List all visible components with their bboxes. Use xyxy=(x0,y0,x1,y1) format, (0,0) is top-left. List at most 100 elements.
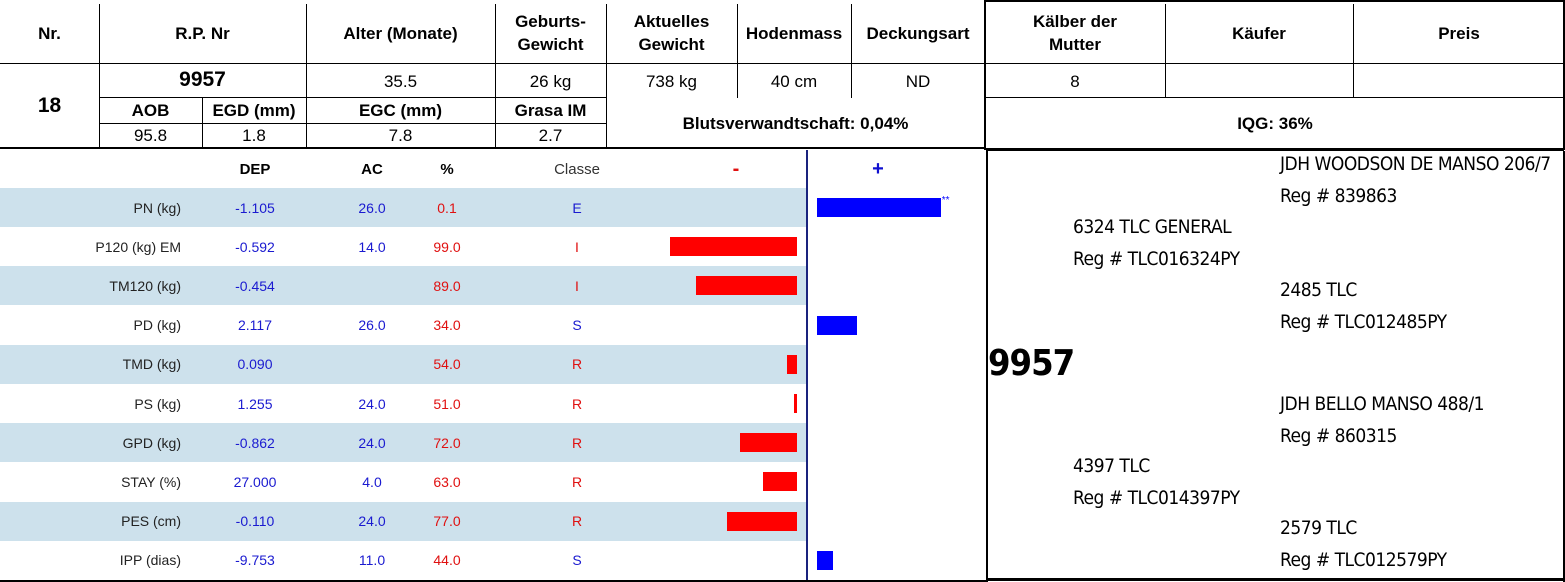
header-hodenmass: Hodenmass xyxy=(745,23,843,43)
trait-row: PD (kg) 2.117 26.0 34.0 S xyxy=(0,306,857,345)
egd-value: 1.8 xyxy=(242,126,266,145)
header-preis: Preis xyxy=(1438,23,1480,43)
header-alter: Alter (Monate) xyxy=(343,23,458,43)
iqg: IQG: 36% xyxy=(1237,114,1313,133)
trait-label: PES (cm) xyxy=(121,513,181,530)
sire-reg: Reg # TLC016324PY xyxy=(1073,248,1240,270)
animal-geburtsgewicht: 26 kg xyxy=(529,72,572,91)
trait-pct: 89.0 xyxy=(433,277,461,294)
pedigree-animal: 9957 xyxy=(988,343,1075,384)
dam-reg: Reg # TLC014397PY xyxy=(1073,487,1240,509)
dam-sire-name: JDH BELLO MANSO 488/1 xyxy=(1280,393,1484,415)
egc-value: 7.8 xyxy=(388,126,413,145)
trait-pct: 44.0 xyxy=(433,552,461,569)
negative-bar xyxy=(786,354,797,374)
grasa-value: 2.7 xyxy=(538,126,563,145)
aob-label: AOB xyxy=(131,101,170,120)
negative-bar xyxy=(695,276,797,296)
negative-bar xyxy=(763,472,797,492)
trait-label: PD (kg) xyxy=(133,317,181,334)
trait-row: PES (cm) -0.110 24.0 77.0 R xyxy=(0,501,806,541)
negative-bar xyxy=(726,511,797,531)
trait-pct: 54.0 xyxy=(433,356,461,373)
header-rp-nr: R.P. Nr xyxy=(175,23,230,43)
trait-classe: R xyxy=(571,513,583,530)
trait-label: PS (kg) xyxy=(134,395,181,412)
animal-deckungsart: ND xyxy=(905,72,931,91)
trait-ac: 24.0 xyxy=(358,434,386,451)
dam-sire-reg: Reg # 860315 xyxy=(1280,425,1397,447)
animal-preis xyxy=(1353,66,1565,98)
egd-label: EGD (mm) xyxy=(212,101,296,120)
trait-pct: 51.0 xyxy=(433,395,461,412)
pedigree-panel: JDH WOODSON DE MANSO 206/7 Reg # 839863 … xyxy=(986,151,1565,582)
trait-dep: -0.592 xyxy=(235,238,275,255)
trait-pct: 77.0 xyxy=(433,513,461,530)
sire-dam-reg: Reg # TLC012485PY xyxy=(1280,311,1447,333)
trait-dep: -1.105 xyxy=(235,199,275,216)
header-aktuelles-gewicht: Aktuelles Gewicht xyxy=(633,12,710,54)
grasa-label: Grasa IM xyxy=(514,101,587,120)
positive-bar xyxy=(817,550,834,570)
trait-dep: -9.753 xyxy=(235,552,275,569)
trait-row: PN (kg) -1.105 26.0 0.1 E ** xyxy=(0,188,950,227)
trait-classe: I xyxy=(575,238,579,255)
traits-header: DEP AC % Classe - + xyxy=(0,150,986,188)
trait-label: IPP (dias) xyxy=(119,552,181,569)
animal-hodenmass: 40 cm xyxy=(770,72,818,91)
trait-pct: 99.0 xyxy=(433,238,461,255)
trait-label: P120 (kg) EM xyxy=(95,238,181,255)
dam-name: 4397 TLC xyxy=(1073,455,1150,477)
ac-header: AC xyxy=(361,160,383,178)
trait-dep: 27.000 xyxy=(233,473,277,490)
trait-dep: -0.454 xyxy=(235,277,275,294)
classe-header: Classe xyxy=(554,160,600,178)
animal-alter: 35.5 xyxy=(383,72,418,91)
bar-mark: ** xyxy=(941,194,950,206)
trait-row: STAY (%) 27.000 4.0 63.0 R xyxy=(0,462,806,501)
trait-dep: 0.090 xyxy=(237,356,273,373)
trait-row: GPD (kg) -0.862 24.0 72.0 R xyxy=(0,423,806,463)
positive-bar xyxy=(817,198,941,217)
header-deckungsart: Deckungsart xyxy=(866,23,970,43)
dam-dam-reg: Reg # TLC012579PY xyxy=(1280,549,1447,571)
trait-classe: R xyxy=(571,434,583,451)
trait-label: TM120 (kg) xyxy=(109,277,181,294)
trait-classe: S xyxy=(572,552,582,569)
trait-ac: 26.0 xyxy=(358,199,386,216)
trait-ac: 26.0 xyxy=(358,317,386,334)
aob-value: 95.8 xyxy=(133,126,168,145)
trait-label: TMD (kg) xyxy=(122,356,181,373)
header-kaelber: Kälber der Mutter xyxy=(1032,12,1118,54)
trait-pct: 0.1 xyxy=(437,199,457,216)
plus-header: + xyxy=(872,157,884,180)
trait-row: P120 (kg) EM -0.592 14.0 99.0 I xyxy=(0,227,806,266)
trait-classe: R xyxy=(571,395,583,412)
sire-sire-name: JDH WOODSON DE MANSO 206/7 xyxy=(1280,153,1551,175)
header-kaeufer: Käufer xyxy=(1232,23,1286,43)
blutsverwandtschaft: Blutsverwandtschaft: 0,04% xyxy=(682,114,909,133)
trait-pct: 63.0 xyxy=(433,473,461,490)
egc-label: EGC (mm) xyxy=(358,101,443,120)
dep-header: DEP xyxy=(239,160,271,178)
trait-label: PN (kg) xyxy=(133,199,181,216)
trait-pct: 34.0 xyxy=(433,317,461,334)
animal-nr: 18 xyxy=(37,94,62,117)
trait-ac: 24.0 xyxy=(358,513,386,530)
minus-header: - xyxy=(732,157,740,180)
trait-row: TM120 (kg) -0.454 89.0 I xyxy=(0,266,806,306)
trait-pct: 72.0 xyxy=(433,434,461,451)
trait-ac: 14.0 xyxy=(358,238,386,255)
trait-dep: 2.117 xyxy=(238,317,272,334)
bar-axis xyxy=(806,150,808,580)
trait-row: IPP (dias) -9.753 11.0 44.0 S xyxy=(0,541,834,580)
header-geburtsgewicht: Geburts- Gewicht xyxy=(515,12,586,54)
negative-bar xyxy=(739,433,797,453)
animal-kaelber: 8 xyxy=(1070,72,1080,91)
sire-name: 6324 TLC GENERAL xyxy=(1073,216,1232,238)
trait-dep: -0.110 xyxy=(235,513,275,530)
trait-ac: 24.0 xyxy=(358,395,386,412)
trait-row: TMD (kg) 0.090 54.0 R xyxy=(0,344,806,384)
trait-label: GPD (kg) xyxy=(122,434,181,451)
trait-dep: -0.862 xyxy=(235,434,275,451)
